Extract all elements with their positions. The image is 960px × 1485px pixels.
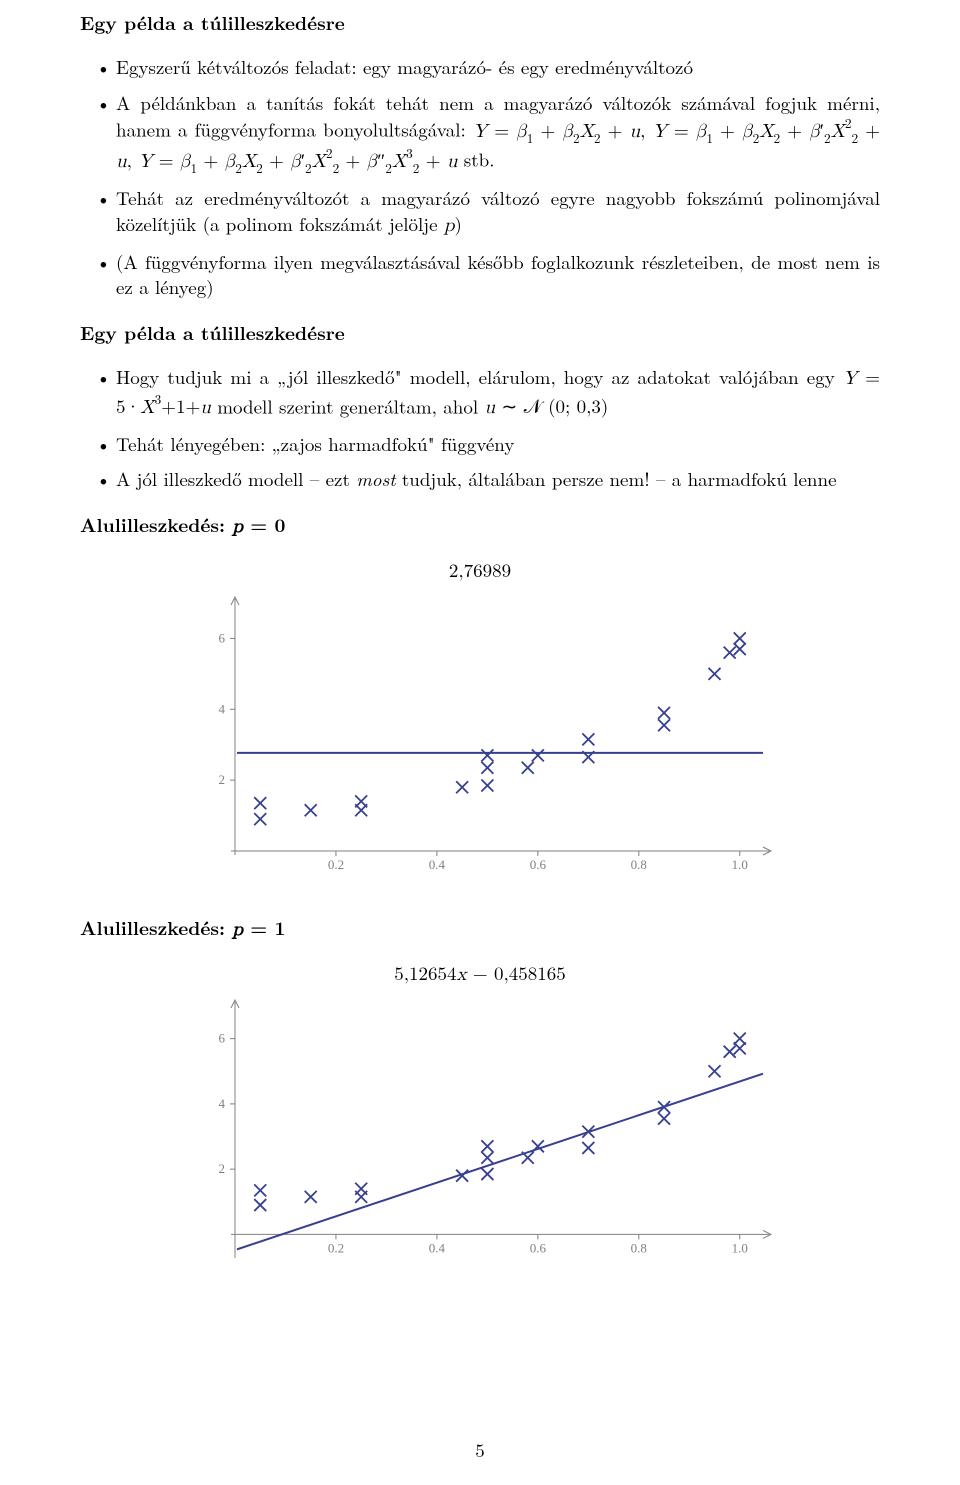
text: A jól illeszkedő modell – ezt [116, 465, 356, 492]
text: stb. [457, 146, 494, 173]
svg-text:1.0: 1.0 [732, 857, 748, 872]
svg-text:0.2: 0.2 [328, 857, 344, 872]
chart2-heading: Alulilleszkedés: p = 1 [80, 913, 880, 941]
text: ) [454, 210, 461, 237]
svg-text:6: 6 [219, 630, 226, 645]
svg-text:4: 4 [219, 701, 226, 716]
chart2-wrap: 5,12654x − 0,458165 0.2 0.4 0.6 0.8 1.0 2 4 6 [180, 959, 780, 1286]
list-item: Hogy tudjuk mi a „jól illeszkedő" modell… [116, 364, 880, 421]
svg-text:0.2: 0.2 [328, 1240, 344, 1255]
svg-text:2: 2 [219, 772, 226, 787]
list-item: Tehát lényegében: „zajos harmadfokú" füg… [116, 431, 880, 457]
chart2-svg: 0.2 0.4 0.6 0.8 1.0 2 4 6 [180, 996, 780, 1286]
list-item: Tehát az eredményváltozót a magyarázó vá… [116, 185, 880, 238]
svg-text:4: 4 [219, 1096, 226, 1111]
bullet-list-2: Hogy tudjuk mi a „jól illeszkedő" modell… [80, 364, 880, 492]
document-page: Egy példa a túlilleszkedésre Egyszerű ké… [0, 8, 960, 1485]
emph: most [356, 465, 395, 492]
svg-text:1.0: 1.0 [732, 1240, 748, 1255]
text: modell szerint generáltam, ahol [211, 392, 485, 419]
chart1-svg: 0.2 0.4 0.6 0.8 1.0 2 4 6 [180, 593, 780, 883]
math-expr: p [232, 517, 243, 536]
math-expr: u ∼ 𝒩 (0; 0,3) [484, 392, 608, 419]
chart1-title: 2,76989 [180, 556, 780, 583]
section2-title: Egy példa a túlilleszkedésre [80, 318, 880, 346]
list-item: A példánkban a tanítás fokát tehát nem a… [116, 90, 880, 176]
list-item: (A függvényforma ilyen megválasztásával … [116, 249, 880, 300]
section1-title: Egy példa a túlilleszkedésre [80, 8, 880, 36]
list-item: Egyszerű kétváltozós feladat: egy magyar… [116, 54, 880, 80]
list-item: A jól illeszkedő modell – ezt most tudju… [116, 466, 880, 492]
chart2-title: 5,12654x − 0,458165 [180, 959, 780, 986]
svg-text:2: 2 [219, 1161, 226, 1176]
svg-text:0.4: 0.4 [429, 857, 446, 872]
svg-text:0.4: 0.4 [429, 1240, 446, 1255]
text: Hogy tudjuk mi a „jól illeszkedő" modell… [116, 363, 843, 390]
bullet-list-1: Egyszerű kétváltozós feladat: egy magyar… [80, 54, 880, 300]
text: Alulilleszkedés: [80, 913, 232, 941]
chart1-heading: Alulilleszkedés: p = 0 [80, 510, 880, 538]
svg-text:0.6: 0.6 [530, 1240, 547, 1255]
svg-text:0.8: 0.8 [631, 857, 647, 872]
svg-text:6: 6 [219, 1030, 226, 1045]
svg-text:0.8: 0.8 [631, 1240, 647, 1255]
math-expr: p [232, 920, 243, 939]
text: Tehát az eredményváltozót a magyarázó vá… [116, 184, 880, 237]
text: Alulilleszkedés: [80, 510, 232, 538]
page-number: 5 [0, 1436, 960, 1463]
chart1-wrap: 2,76989 0.2 0.4 0.6 0.8 1.0 2 4 6 [180, 556, 780, 883]
svg-text:0.6: 0.6 [530, 857, 547, 872]
text: tudjuk, általában persze nem! – a harmad… [396, 465, 837, 492]
math-var: p [444, 216, 455, 235]
